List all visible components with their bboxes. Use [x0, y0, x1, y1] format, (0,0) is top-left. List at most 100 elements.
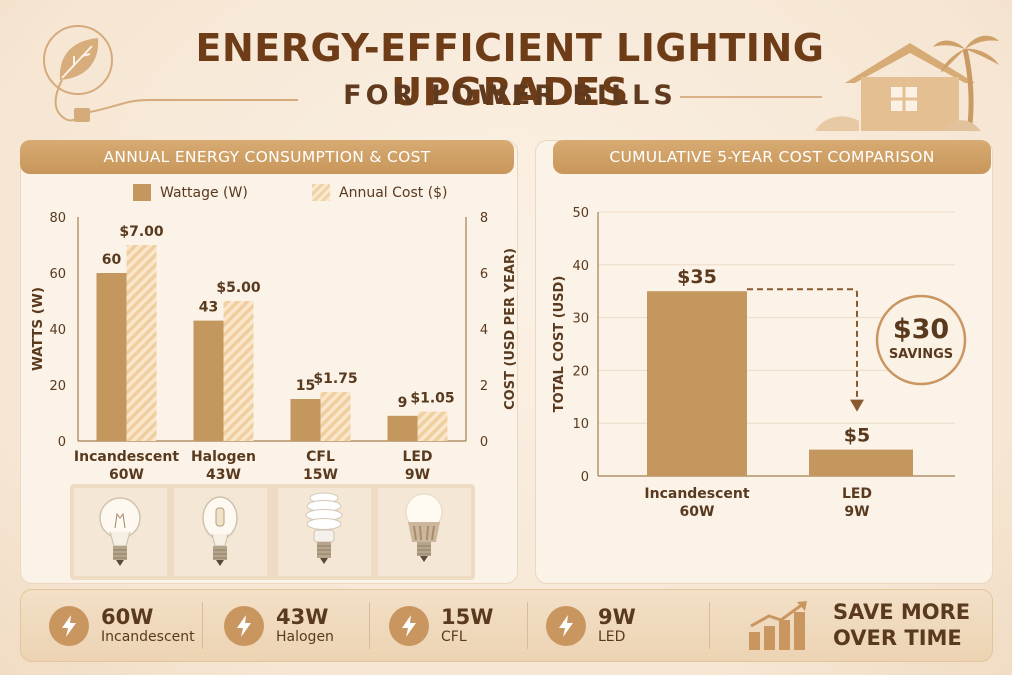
- savings-label: SAVINGS: [889, 347, 953, 362]
- bulb-cell-incandescent: [74, 488, 167, 576]
- y-tick-label: 20: [572, 364, 589, 379]
- lightning-icon: [49, 605, 89, 646]
- stat-led: 9W LED: [546, 590, 636, 661]
- halogen-bulb-icon: [202, 496, 238, 566]
- stat-label: Halogen: [276, 628, 334, 645]
- legend-wattage-label: Wattage (W): [160, 184, 248, 201]
- bulb-cell-halogen: [174, 488, 267, 576]
- savings-arrow: [747, 288, 858, 402]
- bulb-images-strip: [70, 484, 475, 580]
- data-label: $35: [677, 266, 717, 288]
- data-label-cost: $5.00: [216, 280, 261, 296]
- data-label-cost: $7.00: [119, 224, 164, 240]
- x-tick-label: Halogen: [191, 449, 256, 465]
- legend-swatch-hatch: [312, 184, 330, 201]
- divider: [527, 602, 528, 649]
- summary-strip: 60W Incandescent 43W Halogen 15W CFL: [20, 589, 993, 662]
- bar-cost: [126, 245, 157, 441]
- y2-axis-label: COST (USD PER YEAR): [503, 248, 516, 410]
- lightning-icon: [389, 605, 429, 646]
- page-title: ENERGY-EFFICIENT LIGHTING UPGRADES: [195, 26, 825, 114]
- lightning-icon: [546, 605, 586, 646]
- y-tick-label: 0: [58, 435, 66, 450]
- data-label-wattage: 60: [102, 252, 122, 268]
- data-label-wattage: 43: [199, 300, 218, 316]
- y-tick-label: 0: [581, 470, 589, 485]
- divider: [202, 602, 203, 649]
- stat-cfl: 15W CFL: [389, 590, 493, 661]
- data-label-cost: $1.75: [313, 371, 357, 387]
- y-axis-label: TOTAL COST (USD): [552, 276, 567, 413]
- y2-tick-label: 2: [480, 379, 488, 394]
- bar-cost: [223, 301, 254, 441]
- y2-tick-label: 6: [480, 267, 488, 282]
- x-tick-sublabel: 60W: [109, 467, 144, 483]
- y-tick-label: 60: [49, 267, 66, 282]
- x-tick-sublabel: 43W: [206, 467, 241, 483]
- cta-line1: SAVE MORE: [833, 600, 971, 624]
- stat-label: CFL: [441, 628, 467, 645]
- stat-watt: 9W: [598, 604, 636, 629]
- bar-wattage: [96, 273, 127, 441]
- growth-chart-icon: [749, 601, 807, 650]
- leaf-plug-icon: [43, 25, 298, 122]
- y-axis-label: WATTS (W): [30, 287, 46, 371]
- legend-swatch-solid: [133, 184, 151, 201]
- divider: [709, 602, 710, 649]
- savings-badge: [875, 294, 967, 386]
- y-tick-label: 40: [572, 259, 589, 274]
- bar-cost: [417, 411, 448, 441]
- house-palm-icon: [815, 35, 999, 132]
- y2-tick-label: 4: [480, 323, 488, 338]
- bulb-cell-cfl: [278, 488, 371, 576]
- y-tick-label: 30: [572, 312, 589, 327]
- x-tick-label: Incandescent: [74, 449, 179, 465]
- y-tick-label: 80: [49, 211, 66, 226]
- y2-tick-label: 8: [480, 211, 488, 226]
- y-tick-label: 10: [572, 417, 589, 432]
- stat-label: Incandescent: [101, 628, 195, 645]
- data-label-wattage: 15: [296, 378, 315, 394]
- y-tick-label: 40: [49, 323, 66, 338]
- stat-incandescent: 60W Incandescent: [49, 590, 195, 661]
- divider: [369, 602, 370, 649]
- lightning-icon: [224, 605, 264, 646]
- savings-arrowhead: [850, 399, 864, 412]
- data-label-wattage: 9: [398, 395, 408, 411]
- y-tick-label: 20: [49, 379, 66, 394]
- savings-value: $30: [893, 314, 949, 345]
- bulb-cell-led: [378, 488, 471, 576]
- cost-chart-title: CUMULATIVE 5-YEAR COST COMPARISON: [553, 140, 991, 174]
- y-tick-label: 50: [572, 206, 589, 221]
- bar-wattage: [387, 415, 418, 441]
- y2-tick-label: 0: [480, 435, 488, 450]
- cfl-bulb-icon: [305, 492, 343, 564]
- x-tick-sublabel: 9W: [405, 467, 430, 483]
- page-subtitle: FOR LOWER BILLS: [343, 80, 677, 111]
- energy-bar-chart: 0 20 40 60 80 0 2 4 6 8 WATTS (W) COST (USD PER YEA…: [30, 211, 516, 483]
- data-label-cost: $1.05: [410, 391, 454, 407]
- save-more-text: SAVE MORE OVER TIME: [833, 599, 970, 651]
- legend-wattage: Wattage (W): [133, 184, 248, 201]
- x-tick-label: CFL: [306, 449, 335, 465]
- bar-wattage: [290, 399, 321, 441]
- x-tick-sublabel: 15W: [303, 467, 338, 483]
- bar-cost: [647, 291, 747, 476]
- cost-bar-chart: 0 10 20 30 40 50 TOTAL COST (USD) $35 Incandesce…: [552, 206, 967, 520]
- stat-watt: 43W: [276, 604, 329, 629]
- x-tick-label: Incandescent: [644, 486, 749, 502]
- x-tick-sublabel: 60W: [680, 504, 715, 520]
- legend-cost-label: Annual Cost ($): [339, 184, 448, 201]
- stat-halogen: 43W Halogen: [224, 590, 334, 661]
- energy-chart-title: ANNUAL ENERGY CONSUMPTION & COST: [20, 140, 514, 174]
- x-tick-label: LED: [402, 449, 432, 465]
- led-bulb-icon: [405, 493, 443, 562]
- data-label: $5: [844, 425, 870, 447]
- bar-cost: [809, 449, 913, 476]
- stat-label: LED: [598, 628, 626, 645]
- legend-cost: Annual Cost ($): [312, 184, 448, 201]
- bar-wattage: [193, 320, 224, 441]
- x-tick-label: LED: [842, 486, 872, 502]
- divider-right: [680, 96, 822, 98]
